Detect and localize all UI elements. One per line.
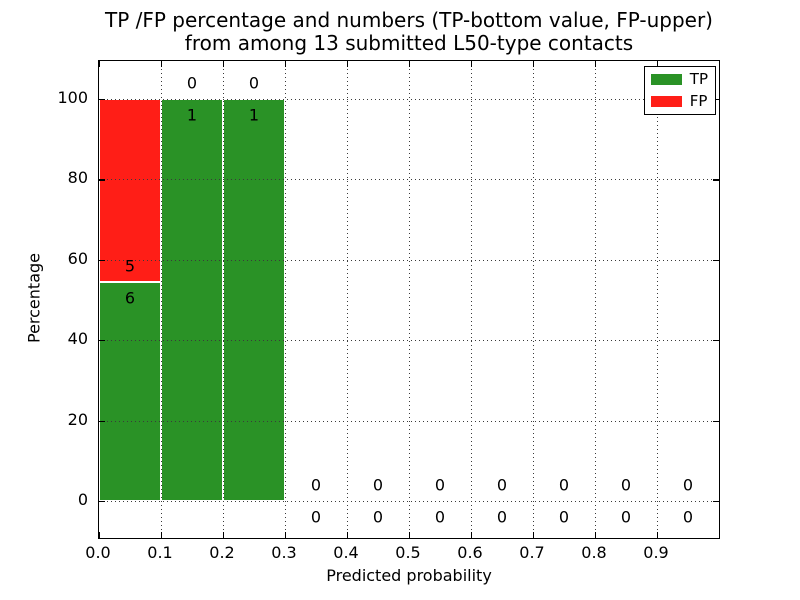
tp-count-label: 0 (682, 507, 694, 527)
fp-count-label: 0 (620, 475, 632, 495)
v-gridline (657, 61, 658, 538)
x-tick-top (657, 61, 659, 67)
x-tick-bottom (347, 532, 349, 538)
y-tick-label: 100 (57, 88, 88, 107)
tp-count-label: 0 (558, 507, 570, 527)
y-tick-right (713, 99, 719, 101)
x-tick-top (347, 61, 349, 67)
v-gridline (285, 61, 286, 538)
x-tick-label: 0.3 (271, 543, 297, 562)
legend-item: TP (650, 70, 708, 88)
x-tick-top (161, 61, 163, 67)
x-tick-label: 0.1 (147, 543, 173, 562)
x-tick-bottom (533, 532, 535, 538)
v-gridline (161, 61, 162, 538)
x-tick-label: 0.8 (581, 543, 607, 562)
x-tick-label: 0.4 (333, 543, 359, 562)
fp-count-label: 0 (372, 475, 384, 495)
x-tick-label: 0.9 (643, 543, 669, 562)
x-tick-bottom (223, 532, 225, 538)
tp-bar (99, 281, 161, 501)
chart-title-line1: TP /FP percentage and numbers (TP-bottom… (105, 8, 713, 32)
x-tick-bottom (99, 532, 101, 538)
y-tick-left (99, 179, 105, 181)
fp-count-label: 0 (682, 475, 694, 495)
x-tick-bottom (471, 532, 473, 538)
x-tick-top (223, 61, 225, 67)
x-tick-bottom (285, 532, 287, 538)
tp-swatch-icon (650, 74, 682, 85)
y-tick-right (713, 259, 719, 262)
tp-count-label: 0 (372, 507, 384, 527)
y-tick-left (99, 420, 105, 422)
tp-count-label: 0 (496, 507, 508, 527)
ticks-layer (99, 61, 719, 538)
tp-bar (223, 99, 285, 501)
y-tick-left (99, 501, 105, 503)
tp-count-label: 0 (434, 507, 446, 527)
fp-swatch-icon (650, 96, 682, 107)
fp-count-label: 0 (434, 475, 446, 495)
x-tick-bottom (595, 532, 597, 538)
legend-item-label: FP (689, 92, 708, 110)
y-tick-left (99, 259, 105, 262)
x-tick-top (533, 61, 535, 67)
x-tick-label: 0.0 (85, 543, 111, 562)
y-tick-label: 20 (67, 409, 88, 429)
fp-count-label: 0 (310, 475, 322, 495)
tp-count-label: 1 (248, 105, 260, 125)
y-tick-label: 80 (67, 168, 88, 188)
tp-count-label: 6 (124, 288, 136, 308)
chart-title: TP /FP percentage and numbers (TP-bottom… (98, 9, 720, 55)
x-tick-label: 0.2 (209, 543, 235, 562)
legend-item: FP (650, 92, 708, 110)
v-gridline (223, 61, 224, 538)
x-tick-label: 0.6 (457, 543, 483, 562)
x-tick-top (471, 61, 473, 67)
legend: TP FP (643, 66, 716, 115)
bar-labels-layer: 5 6 0 1 0 1 0 0 0 0 0 0 0 0 0 0 0 0 0 0 (99, 61, 719, 538)
fp-count-label: 5 (124, 256, 136, 276)
chart-title-line2: from among 13 submitted L50-type contact… (184, 31, 634, 55)
fp-count-label: 0 (558, 475, 570, 495)
v-gridline (595, 61, 596, 538)
y-tick-left (99, 99, 105, 101)
v-gridline (409, 61, 410, 538)
y-tick-label: 0 (77, 490, 88, 509)
y-axis-label: Percentage (24, 252, 44, 344)
v-gridline (471, 61, 472, 538)
fp-count-label: 0 (248, 73, 260, 93)
legend-item-label: TP (689, 70, 708, 88)
tp-count-label: 0 (620, 507, 632, 527)
y-tick-right (713, 179, 719, 181)
fp-count-label: 0 (186, 73, 198, 93)
v-gridline (533, 61, 534, 538)
x-tick-top (285, 61, 287, 67)
y-tick-right (713, 501, 719, 503)
plot-area: 5 6 0 1 0 1 0 0 0 0 0 0 0 0 0 0 0 0 0 0 TP FP (98, 60, 720, 539)
fp-count-label: 0 (496, 475, 508, 495)
y-tick-left (99, 340, 105, 342)
y-tick-right (713, 340, 719, 342)
tp-count-label: 0 (310, 507, 322, 527)
x-tick-top (409, 61, 411, 67)
y-tick-label: 40 (67, 329, 88, 349)
y-tick-label: 60 (67, 248, 88, 268)
x-tick-bottom (657, 532, 659, 538)
y-tick-right (713, 420, 719, 422)
x-axis-label: Predicted probability (326, 566, 492, 585)
bars-layer (99, 61, 719, 538)
fp-bar (99, 99, 161, 282)
x-tick-top (99, 61, 101, 67)
x-tick-label: 0.5 (395, 543, 421, 562)
tp-count-label: 1 (186, 105, 198, 125)
x-tick-bottom (409, 532, 411, 538)
grid-layer (99, 61, 719, 538)
x-tick-label: 0.7 (519, 543, 545, 562)
x-tick-bottom (161, 532, 163, 538)
x-tick-top (595, 61, 597, 67)
v-gridline (347, 61, 348, 538)
